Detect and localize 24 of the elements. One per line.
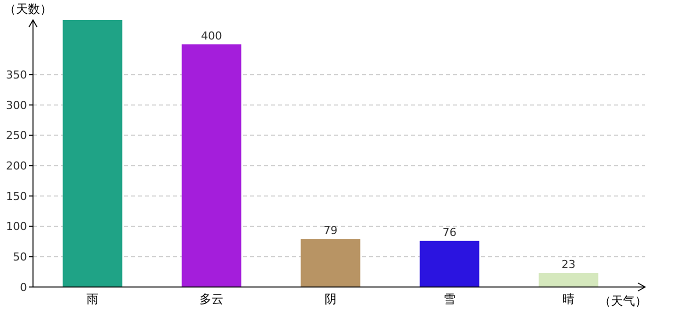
data-label: 76	[442, 226, 456, 239]
x-tick-label: 多云	[200, 292, 224, 306]
data-label: 79	[324, 224, 338, 238]
bar	[62, 20, 122, 287]
x-tick-label: 雪	[444, 292, 456, 306]
y-tick-label: 200	[6, 159, 27, 172]
x-tick-label: 阴	[324, 292, 336, 306]
y-tick-label: 100	[6, 220, 27, 234]
y-tick-label: 300	[6, 98, 27, 112]
y-tick-label: 250	[6, 129, 27, 142]
x-tick-label: 晴	[562, 292, 574, 306]
y-tick-label: 50	[13, 250, 27, 264]
y-tick-label: 0	[20, 280, 27, 294]
x-tick-label: 雨	[86, 292, 98, 306]
bar	[300, 239, 360, 287]
bar	[182, 44, 242, 287]
y-axis-title: （天数）	[4, 2, 52, 16]
x-axis-title: （天气）	[599, 294, 647, 308]
y-tick-label: 150	[6, 190, 27, 203]
bar	[538, 273, 598, 287]
bar	[420, 240, 480, 287]
data-label: 23	[562, 258, 576, 272]
data-label: 400	[201, 29, 222, 42]
y-tick-label: 350	[6, 68, 27, 82]
